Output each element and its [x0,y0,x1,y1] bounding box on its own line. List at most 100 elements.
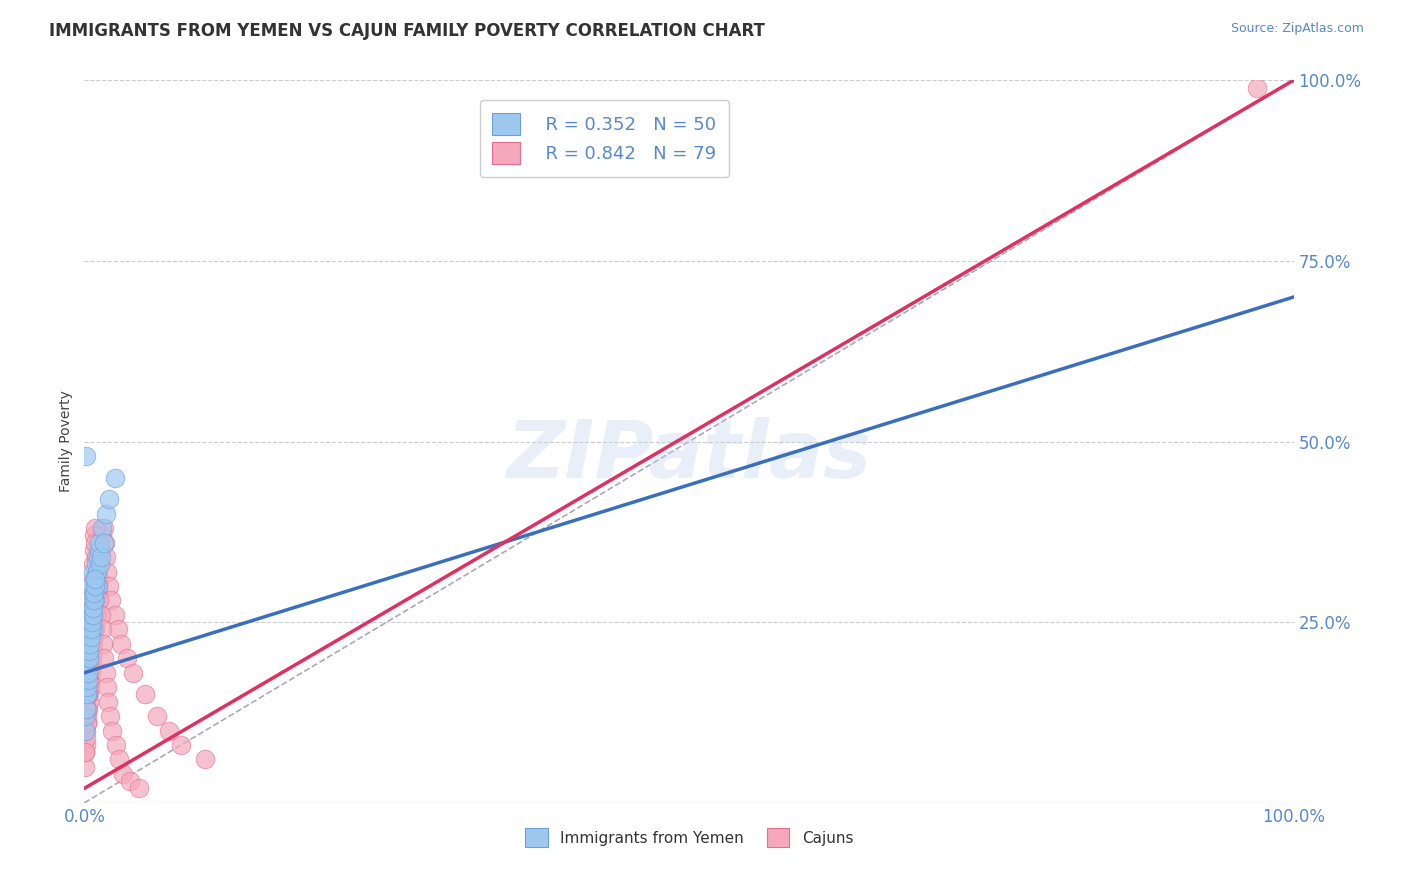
Point [170,738,193,752]
Point [93,651,115,665]
Point [86,565,108,579]
Point [82,607,104,622]
Point [104,607,127,622]
Point [86,565,108,579]
Point [77,695,100,709]
Point [83,528,105,542]
Point [83,586,105,600]
Point [77,665,100,680]
Point [80,658,103,673]
Point [82,637,104,651]
Point [80,665,103,680]
Point [86,600,108,615]
Point [90,623,112,637]
Point [73,723,96,738]
Point [75,745,97,759]
Point [76,673,98,687]
Point [76,687,98,701]
Point [146,709,169,723]
Point [87,579,110,593]
Point [89,535,111,549]
Point [77,673,100,687]
Point [75,723,97,738]
Point [77,665,100,680]
Point [91,528,114,542]
Point [82,572,104,586]
Point [94,535,117,549]
Point [77,687,100,701]
Point [84,572,107,586]
Point [79,680,101,694]
Point [134,687,156,701]
Point [94,550,117,565]
Point [96,565,118,579]
Point [77,651,100,665]
Point [76,687,98,701]
Point [121,665,143,680]
Text: Source: ZipAtlas.com: Source: ZipAtlas.com [1230,22,1364,36]
Point [104,471,127,485]
Point [87,572,110,586]
Point [90,607,112,622]
Point [84,535,107,549]
Point [75,702,97,716]
Point [83,593,105,607]
Point [75,731,97,745]
Point [76,716,98,731]
Point [157,723,180,738]
Y-axis label: Family Poverty: Family Poverty [59,391,73,492]
Point [84,607,107,622]
Point [91,521,114,535]
Point [90,550,112,565]
Point [93,521,115,535]
Point [110,637,132,651]
Point [91,637,114,651]
Point [94,507,117,521]
Point [79,593,101,607]
Point [89,593,111,607]
Point [112,767,135,781]
Point [82,651,104,665]
Point [87,579,110,593]
Text: ZIPatlas: ZIPatlas [506,417,872,495]
Point [97,695,120,709]
Point [77,651,100,665]
Point [75,449,97,463]
Point [82,644,104,658]
Point [75,651,97,665]
Point [104,738,127,752]
Point [107,623,129,637]
Point [76,709,98,723]
Point [76,702,98,716]
Point [86,586,108,600]
Point [87,542,110,557]
Point [84,615,107,630]
Point [80,623,103,637]
Point [77,615,100,630]
Point [84,521,107,535]
Point [73,760,96,774]
Point [76,637,98,651]
Point [75,738,97,752]
Text: IMMIGRANTS FROM YEMEN VS CAJUN FAMILY POVERTY CORRELATION CHART: IMMIGRANTS FROM YEMEN VS CAJUN FAMILY PO… [49,22,765,40]
Point [100,593,122,607]
Point [75,745,97,759]
Point [82,607,104,622]
Point [76,716,98,731]
Point [194,752,217,766]
Point [77,658,100,673]
Point [75,709,97,723]
Point [84,558,107,572]
Point [83,630,105,644]
Point [80,579,103,593]
Point [83,586,105,600]
Point [97,492,120,507]
Point [79,673,101,687]
Point [86,579,108,593]
Point [80,600,103,615]
Point [93,535,115,549]
Point [79,644,101,658]
Point [83,593,105,607]
Point [79,630,101,644]
Point [97,579,120,593]
